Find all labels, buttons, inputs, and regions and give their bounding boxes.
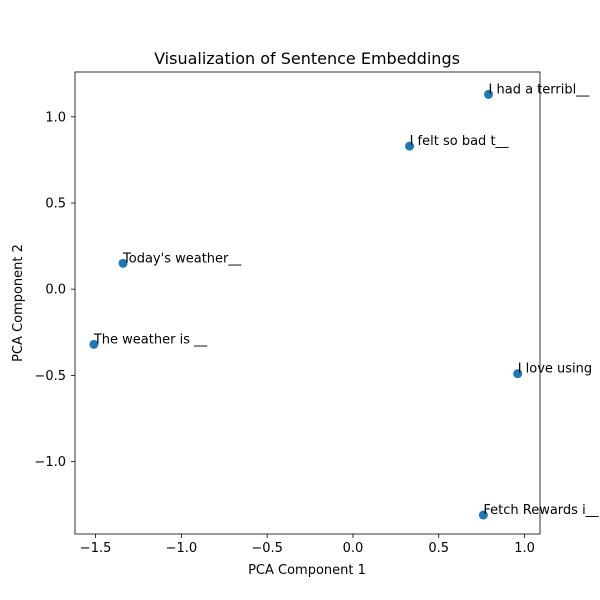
axis-ticks: −1.5 −1.0 −0.5 0.0 0.5 1.0 −1.0 −0.5 0.0 0.5 1.0	[34, 110, 534, 556]
x-tick-label: 0.0	[343, 541, 364, 556]
data-point	[405, 141, 415, 151]
y-tick-label: −0.5	[34, 369, 66, 384]
point-label: The weather is __	[93, 332, 208, 347]
y-axis-label: PCA Component 2	[11, 244, 26, 362]
y-tick-label: 0.0	[45, 283, 66, 298]
point-label: Today's weather__	[122, 251, 242, 266]
x-tick-label: −1.5	[80, 541, 112, 556]
x-tick-label: −0.5	[251, 541, 283, 556]
y-tick-label: −1.0	[34, 455, 66, 470]
x-tick-label: 0.5	[428, 541, 449, 556]
data-point	[118, 258, 128, 268]
data-point	[484, 89, 494, 99]
point-label: Fetch Rewards i__	[483, 503, 599, 518]
point-label: I felt so bad t__	[410, 134, 509, 149]
data-point	[478, 510, 488, 520]
point-label: I had a terribl__	[489, 82, 590, 97]
x-axis-label: PCA Component 1	[248, 563, 366, 578]
chart-title: Visualization of Sentence Embeddings	[154, 49, 460, 68]
y-tick-label: 1.0	[45, 110, 66, 125]
data-points	[89, 89, 523, 520]
plot-frame	[74, 71, 541, 535]
point-labels: I had a terribl__ I felt so bad t__ Today'…	[93, 82, 599, 518]
data-point	[89, 339, 99, 349]
x-tick-label: −1.0	[166, 541, 198, 556]
y-tick-label: 0.5	[45, 197, 66, 212]
data-point	[513, 369, 523, 379]
point-label: I love using	[518, 362, 592, 377]
x-tick-label: 1.0	[514, 541, 535, 556]
